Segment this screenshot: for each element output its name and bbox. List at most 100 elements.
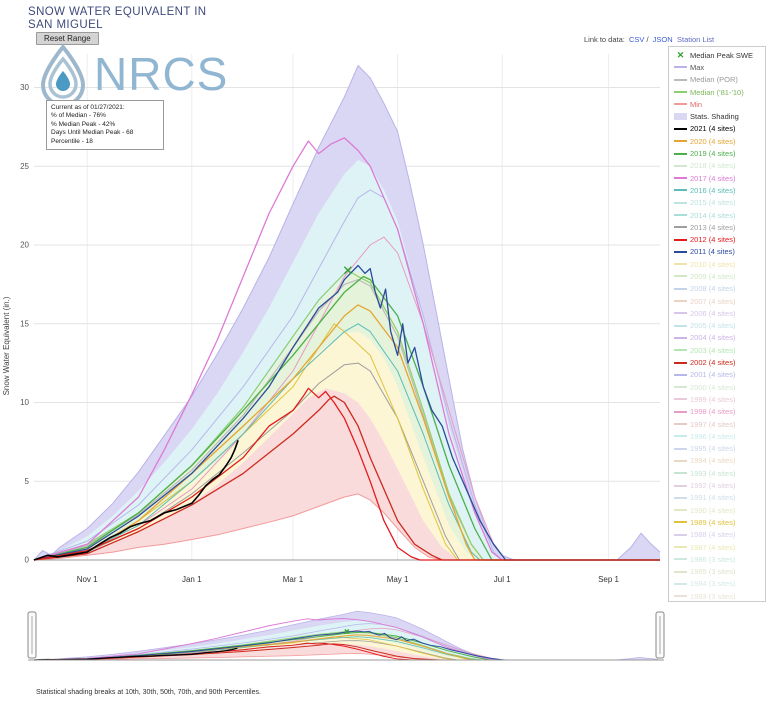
- legend-item[interactable]: 2019 (4 sites): [669, 147, 765, 159]
- series-line-2011: [33, 264, 660, 561]
- legend-item[interactable]: Median ('81-'10): [669, 86, 765, 98]
- legend-item-label: Stats. Shading: [690, 112, 739, 122]
- y-tick-label: 30: [20, 83, 29, 92]
- legend-item[interactable]: 2002 (4 sites): [669, 356, 765, 368]
- legend-item[interactable]: 2004 (4 sites): [669, 332, 765, 344]
- legend-item[interactable]: 2000 (4 sites): [669, 381, 765, 393]
- legend-item[interactable]: 2021 (4 sites): [669, 123, 765, 135]
- legend-swatch-icon: [674, 570, 687, 573]
- legend-item-label: 2012 (4 sites): [690, 235, 736, 245]
- legend-item-label: 1988 (4 sites): [690, 530, 736, 540]
- series-line-2017: [33, 137, 660, 561]
- legend-item[interactable]: 2010 (4 sites): [669, 258, 765, 270]
- legend-item[interactable]: 1994 (4 sites): [669, 455, 765, 467]
- legend-item[interactable]: 2001 (4 sites): [669, 369, 765, 381]
- legend-item-label: 2021 (4 sites): [690, 124, 736, 134]
- legend-item[interactable]: Median (POR): [669, 74, 765, 86]
- legend-item[interactable]: 2009 (4 sites): [669, 270, 765, 282]
- legend-item[interactable]: 2005 (4 sites): [669, 320, 765, 332]
- legend-swatch-icon: [674, 287, 687, 290]
- legend-item[interactable]: 2011 (4 sites): [669, 246, 765, 258]
- legend-item[interactable]: 1997 (4 sites): [669, 418, 765, 430]
- legend-item[interactable]: 2020 (4 sites): [669, 135, 765, 147]
- legend-item[interactable]: 2012 (4 sites): [669, 233, 765, 245]
- legend-swatch-icon: [674, 263, 687, 266]
- legend-item-label: 2004 (4 sites): [690, 333, 736, 343]
- legend-item[interactable]: 1990 (4 sites): [669, 504, 765, 516]
- legend-item[interactable]: 2008 (4 sites): [669, 283, 765, 295]
- legend-swatch-icon: [674, 361, 687, 364]
- legend-item[interactable]: 1996 (4 sites): [669, 430, 765, 442]
- series-line-2019: [33, 631, 658, 661]
- y-tick-label: 20: [20, 241, 29, 250]
- json-link[interactable]: JSON: [652, 35, 673, 44]
- legend-item[interactable]: 2016 (4 sites): [669, 184, 765, 196]
- range-selector-chart[interactable]: [0, 606, 668, 670]
- legend-item[interactable]: 1984 (3 sites): [669, 578, 765, 590]
- y-tick-label: 10: [20, 398, 29, 407]
- legend-item[interactable]: 2013 (4 sites): [669, 221, 765, 233]
- series-line-2019: [33, 275, 660, 561]
- legend-item[interactable]: Max: [669, 61, 765, 73]
- legend-swatch-icon: [674, 582, 687, 585]
- legend-swatch-icon: [674, 324, 687, 327]
- legend-item[interactable]: 1985 (3 sites): [669, 565, 765, 577]
- legend-swatch-icon: [674, 410, 687, 413]
- legend-item[interactable]: 1991 (4 sites): [669, 492, 765, 504]
- legend-item-label: 2007 (4 sites): [690, 296, 736, 306]
- legend-item[interactable]: 1983 (3 sites): [669, 590, 765, 601]
- legend-swatch-icon: [674, 447, 687, 450]
- legend-item[interactable]: Min: [669, 98, 765, 110]
- csv-link[interactable]: CSV: [628, 35, 645, 44]
- legend-item-label: 1998 (4 sites): [690, 407, 736, 417]
- series-line-2002: [33, 395, 660, 561]
- legend-item[interactable]: 2015 (4 sites): [669, 197, 765, 209]
- series-line-Max: [33, 65, 661, 561]
- legend-item[interactable]: 2017 (4 sites): [669, 172, 765, 184]
- legend-swatch-icon: [674, 238, 687, 241]
- legend-item-label: 1989 (4 sites): [690, 517, 736, 527]
- main-chart[interactable]: 0 5 10 15 20 25 30 Nov 1 Jan 1 Mar 1 May 1 Jul 1 Sep…: [0, 46, 668, 602]
- series-line-2020: [33, 304, 660, 561]
- station-list-link[interactable]: Station List: [677, 35, 715, 44]
- legend-item[interactable]: 1995 (4 sites): [669, 443, 765, 455]
- legend-item-label: 2020 (4 sites): [690, 136, 736, 146]
- legend-item[interactable]: 1986 (3 sites): [669, 553, 765, 565]
- legend-swatch-icon: [674, 386, 687, 389]
- legend-item[interactable]: 1998 (4 sites): [669, 406, 765, 418]
- percentile-band-90th-max: [34, 611, 658, 660]
- legend-item[interactable]: 2007 (4 sites): [669, 295, 765, 307]
- link-to-data: Link to data: CSV / JSON: [584, 35, 673, 44]
- legend-item[interactable]: 1999 (4 sites): [669, 393, 765, 405]
- reset-range-button[interactable]: Reset Range: [36, 32, 99, 45]
- x-tick-label: Sep 1: [598, 575, 619, 584]
- legend-item[interactable]: 1992 (4 sites): [669, 479, 765, 491]
- percentile-band-50th-90th: [34, 620, 658, 660]
- page-title-line2: SAN MIGUEL: [28, 19, 103, 31]
- legend-swatch-icon: [674, 113, 687, 121]
- legend-item-label: 2000 (4 sites): [690, 382, 736, 392]
- legend-swatch-icon: [674, 103, 687, 106]
- legend-item[interactable]: 2014 (4 sites): [669, 209, 765, 221]
- legend-item-label: 1987 (4 sites): [690, 542, 736, 552]
- legend-item[interactable]: 1989 (4 sites): [669, 516, 765, 528]
- legend-item-label: 2003 (4 sites): [690, 345, 736, 355]
- legend-item-label: 2016 (4 sites): [690, 185, 736, 195]
- legend-item-label: 2017 (4 sites): [690, 173, 736, 183]
- y-tick-label: 0: [25, 556, 30, 565]
- legend-item[interactable]: 2003 (4 sites): [669, 344, 765, 356]
- legend-item[interactable]: ✕ Median Peak SWE: [669, 49, 765, 61]
- page-title-line1: SNOW WATER EQUIVALENT IN: [28, 6, 207, 18]
- legend-swatch-icon: [674, 226, 687, 229]
- series-line-Median (POR): [33, 279, 660, 561]
- legend-swatch-icon: [674, 91, 687, 94]
- legend-item[interactable]: 1993 (4 sites): [669, 467, 765, 479]
- legend-item[interactable]: 1987 (4 sites): [669, 541, 765, 553]
- legend-swatch-icon: [674, 66, 687, 69]
- y-tick-label: 15: [20, 319, 29, 328]
- legend-item[interactable]: Stats. Shading: [669, 110, 765, 122]
- legend-item[interactable]: 2006 (4 sites): [669, 307, 765, 319]
- legend-item[interactable]: 1988 (4 sites): [669, 529, 765, 541]
- legend-item[interactable]: 2018 (4 sites): [669, 160, 765, 172]
- legend-item-label: 2011 (4 sites): [690, 247, 735, 257]
